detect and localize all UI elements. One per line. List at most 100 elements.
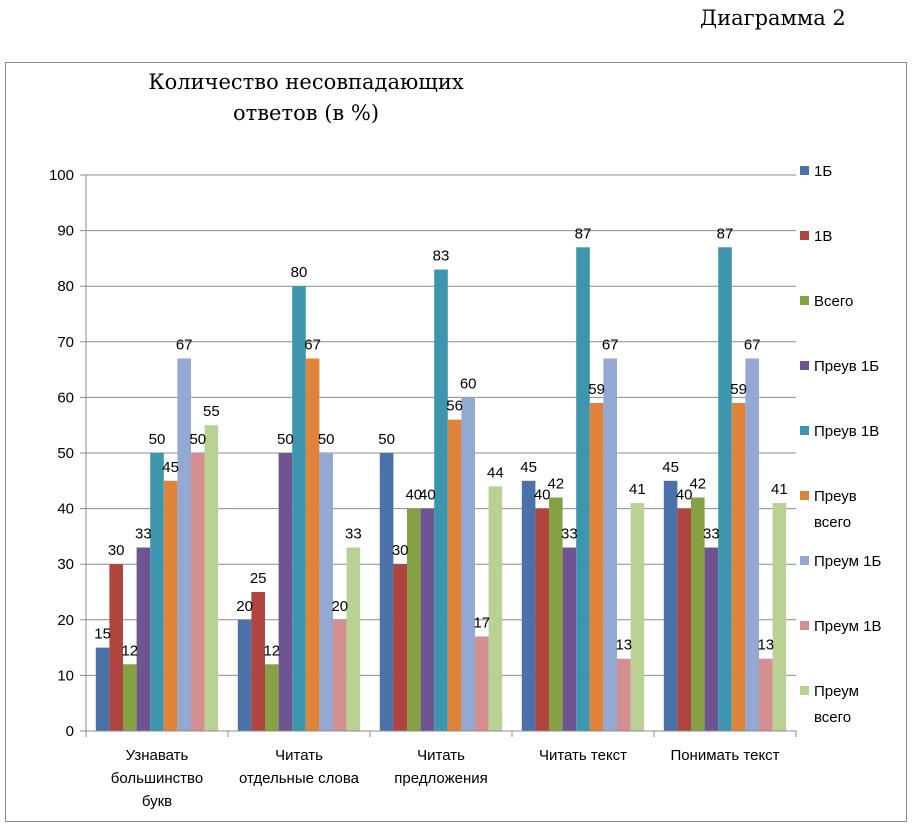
data-label: 67 (176, 336, 193, 353)
data-label: 87 (717, 225, 734, 242)
data-label: 45 (662, 459, 679, 476)
legend-swatch (800, 686, 809, 695)
x-tick-label: Читать отдельные слова (239, 747, 360, 787)
legend-label: 1В (814, 228, 832, 245)
data-label: 59 (588, 381, 605, 398)
bar (265, 664, 279, 731)
bar (603, 358, 617, 731)
legend: 1Б 1В Всего Преув 1Б Преув 1В Преув всего Преум… (800, 163, 881, 726)
legend-label: Преум всего (814, 683, 859, 726)
data-label: 40 (419, 487, 436, 504)
bar (447, 419, 462, 731)
bar (745, 358, 759, 731)
chart-title-text: Количество несовпадающих ответов (в %) (148, 70, 463, 125)
y-tick-label: 20 (57, 612, 74, 629)
bar (393, 564, 407, 731)
data-label: 13 (615, 637, 632, 654)
bar (461, 397, 475, 731)
legend-swatch (800, 166, 809, 175)
data-label: 20 (331, 598, 348, 615)
data-label: 40 (534, 487, 551, 504)
bar (204, 425, 219, 731)
y-tick-label: 0 (66, 723, 74, 740)
bar (677, 508, 691, 731)
data-label: 50 (277, 431, 294, 448)
legend-swatch (800, 621, 809, 630)
bar-chart: Количество несовпадающих ответов (в %) 0 1… (49, 70, 882, 810)
data-label: 42 (689, 475, 706, 492)
bar (718, 247, 732, 731)
legend-swatch (800, 556, 809, 565)
x-tick-label: Читать текст (539, 747, 627, 764)
bar (691, 497, 705, 731)
bar (420, 508, 435, 731)
bar (759, 658, 773, 731)
data-label: 40 (676, 487, 693, 504)
legend-swatch (800, 231, 809, 240)
bars (95, 247, 787, 731)
data-label: 12 (121, 642, 138, 659)
data-label: 50 (189, 431, 206, 448)
bar (292, 286, 306, 731)
bar (562, 547, 577, 731)
y-tick-label: 60 (57, 389, 74, 406)
data-label: 41 (629, 481, 646, 498)
data-label: 33 (703, 526, 720, 543)
data-label: 44 (487, 464, 504, 481)
data-label: 33 (135, 526, 152, 543)
bar (237, 619, 252, 731)
data-label: 56 (446, 398, 463, 415)
y-tick-label: 100 (49, 167, 74, 184)
bar (346, 547, 361, 731)
data-label: 50 (378, 431, 395, 448)
legend-label: Преув 1Б (814, 358, 879, 375)
bar (521, 480, 536, 731)
data-label: 59 (730, 381, 747, 398)
legend-swatch (800, 491, 809, 500)
bar (305, 358, 320, 731)
bar (95, 647, 110, 731)
data-label: 45 (520, 459, 537, 476)
legend-label: Преув всего (814, 488, 857, 531)
bar (663, 480, 678, 731)
data-label: 13 (757, 637, 774, 654)
bar (150, 453, 164, 731)
bar (407, 508, 421, 731)
bar (177, 358, 191, 731)
data-label: 40 (405, 487, 422, 504)
data-label: 25 (250, 570, 267, 587)
bar (475, 636, 489, 731)
data-label: 17 (473, 614, 490, 631)
bar (333, 619, 347, 731)
data-label: 67 (304, 336, 321, 353)
data-label: 55 (203, 403, 220, 420)
data-label: 30 (392, 542, 409, 559)
data-label: 80 (291, 264, 308, 281)
legend-label: Всего (814, 293, 853, 310)
bar (278, 453, 293, 731)
bar (535, 508, 549, 731)
bar (136, 547, 151, 731)
bar (434, 269, 448, 731)
bar (123, 664, 137, 731)
data-label: 12 (263, 642, 280, 659)
bar (731, 402, 746, 731)
bar (251, 592, 265, 731)
data-label: 50 (318, 431, 335, 448)
legend-swatch (800, 426, 809, 435)
bar (109, 564, 123, 731)
bar (163, 480, 178, 731)
bar (319, 453, 333, 731)
legend-swatch (800, 361, 809, 370)
x-tick-label: Понимать текст (670, 747, 779, 764)
data-label: 20 (236, 598, 253, 615)
data-label: 33 (345, 526, 362, 543)
x-axis: Узнавать большинство букв Читать отдельные с… (85, 730, 797, 810)
data-label: 33 (561, 526, 578, 543)
data-label: 15 (94, 626, 111, 643)
data-label: 42 (547, 475, 564, 492)
data-label: 60 (460, 375, 477, 392)
y-axis: 0 10 20 30 40 50 60 70 80 90 100 (49, 167, 87, 740)
data-label: 41 (771, 481, 788, 498)
data-label: 30 (108, 542, 125, 559)
